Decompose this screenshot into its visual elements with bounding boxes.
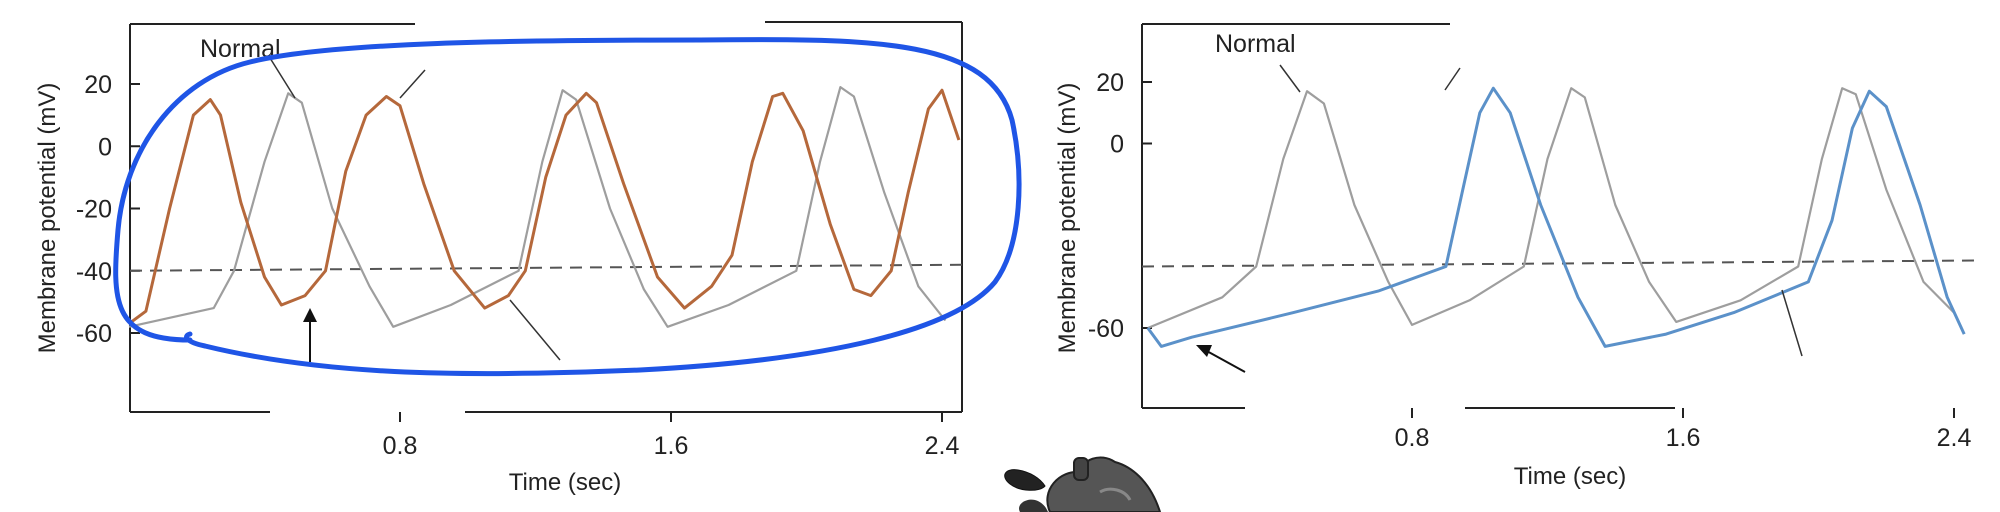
chart-2: 20 0 -60 0.8 1.6 2.4 Normal Membrane potenti… [1054,23,1976,490]
chart-1-leader-line [509,299,561,361]
chart-1-y-tick-label: -60 [76,320,112,348]
chart-1-y-tick-label: -40 [76,258,112,286]
chart-2-y-tick-label: 0 [1110,131,1124,159]
chart-1-y-tick-label: 0 [98,133,112,161]
chart-2-leader-line [1781,289,1803,357]
chart-1-x-tick-label: 0.8 [383,432,418,460]
chart-2-y-tick-label: -60 [1088,315,1124,343]
chart-2-arrow-line [1204,349,1246,373]
chart-2-arrowhead-icon [1196,345,1212,357]
chart-2-x-tick-label: 2.4 [1937,424,1972,452]
chart-2-leader-line [1444,67,1461,91]
chart-2-y-label: Membrane potential (mV) [1054,83,1081,354]
chart-1-leader-line [399,69,426,99]
chart-2-y-tick-label: 20 [1096,69,1124,97]
chart-1-y-tick-label: 20 [84,71,112,99]
chart-1-y-label: Membrane potential (mV) [34,83,61,354]
chart-1: 200-20-40-60 0.8 1.6 2.4 Normal Membrane p… [34,21,1022,496]
chart-1-threshold-line [129,263,963,272]
chart-1-annotation-leader [269,57,296,99]
chart-2-series-2-line [1146,86,1966,348]
chart-1-arrowhead-icon [303,308,317,322]
chart-2-x-label: Time (sec) [1514,463,1626,490]
chart-1-x-tick-label: 1.6 [654,432,689,460]
chart-2-annotation-leader [1279,64,1301,93]
chart-2-series-1-line [1147,87,1955,330]
chart-1-series-1-line [128,86,947,328]
heart-icon [1004,456,1162,512]
chart-1-y-tick-label: -20 [76,196,112,224]
chart-1-x-tick-label: 2.4 [925,432,960,460]
chart-1-series-2-line [128,88,961,325]
chart-2-x-tick-label: 1.6 [1666,424,1701,452]
chart-2-x-tick-label: 0.8 [1395,424,1430,452]
chart-1-x-label: Time (sec) [509,469,621,496]
chart-2-threshold-line [1141,259,1976,268]
hand-drawn-circle-annotation [113,37,1022,377]
chart-2-annotation-normal: Normal [1215,30,1296,58]
